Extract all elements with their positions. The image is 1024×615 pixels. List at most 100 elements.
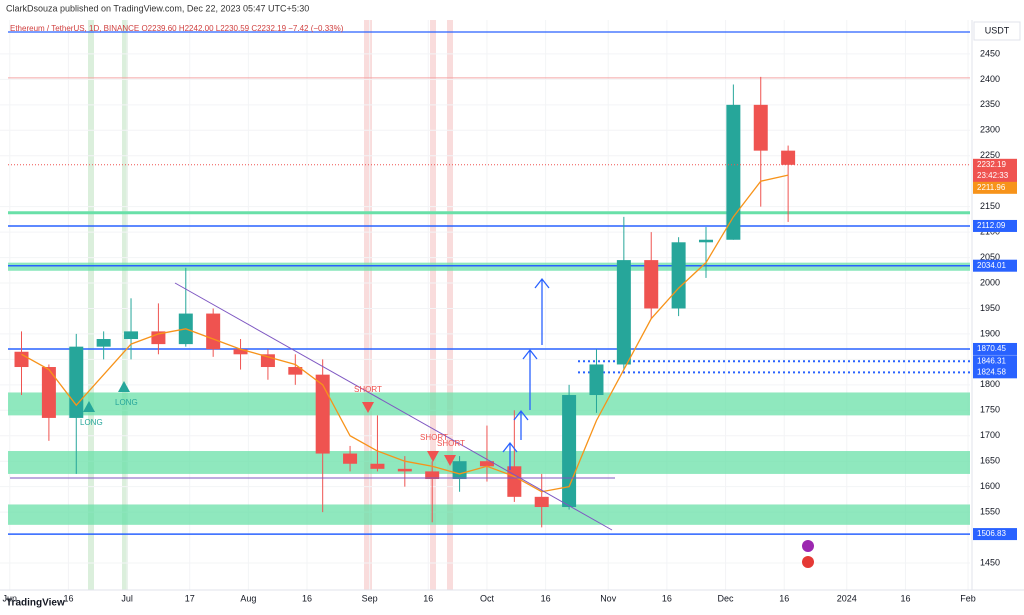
candle-body [206, 313, 221, 350]
arrow [502, 441, 518, 470]
x-tick-label: Jun [3, 593, 18, 603]
last-price-label: 2232.19 [977, 160, 1006, 169]
level-badge [973, 528, 1017, 541]
zone [8, 262, 970, 271]
y-tick-label: 1800 [980, 379, 1000, 389]
candle-body [315, 374, 330, 454]
plot [0, 20, 970, 590]
band [364, 20, 372, 590]
level-label: 1870.45 [977, 344, 1006, 353]
currency: USDT [985, 25, 1010, 35]
candle-body [124, 331, 139, 340]
y-tick-label: 1450 [980, 557, 1000, 567]
x-tick-label: 16 [662, 593, 672, 603]
candle-body [288, 367, 303, 375]
arrow [513, 409, 529, 440]
short-marker [444, 455, 456, 466]
y-tick-label: 2350 [980, 99, 1000, 109]
annotation: LONG [115, 398, 138, 407]
x-tick-label: 16 [302, 593, 312, 603]
annotation: SHORT [437, 439, 465, 448]
y-tick-label: 1600 [980, 481, 1000, 491]
level-label: 1824.58 [977, 367, 1006, 376]
zone [8, 504, 970, 525]
candle-body [781, 150, 796, 165]
zone [8, 392, 970, 416]
x-tick-label: 2024 [837, 593, 857, 603]
x-tick-label: Sep [362, 593, 378, 603]
annotation: SHORT [354, 385, 382, 394]
currency-box [973, 21, 1021, 41]
short-marker [362, 402, 374, 413]
session-highlights [88, 20, 453, 590]
x-tick-label: 16 [900, 593, 910, 603]
long-marker [118, 381, 130, 392]
ema-line [21, 174, 789, 493]
level-badge [973, 259, 1017, 272]
x-tick-label: 16 [541, 593, 551, 603]
candle-body [644, 260, 659, 309]
x-tick-label: Dec [718, 593, 735, 603]
annotation: SHORT [420, 433, 448, 442]
publisher: ClarkDsouza published on TradingView.com… [6, 3, 309, 13]
candle-body [671, 242, 686, 309]
level-badge [973, 219, 1017, 232]
event-icon [802, 540, 814, 552]
level-label: 1506.83 [977, 529, 1006, 538]
y-tick-label: 1750 [980, 405, 1000, 415]
level-badge [973, 342, 1017, 355]
candle-body [589, 364, 604, 396]
countdown: 23:42:33 [977, 171, 1009, 180]
band [447, 20, 453, 590]
level-label: 1846.31 [977, 356, 1006, 365]
y-tick-label: 2300 [980, 125, 1000, 135]
x-tick-label: Oct [480, 593, 495, 603]
x-tick-label: 17 [185, 593, 195, 603]
candle-body [69, 346, 84, 418]
candle-body [698, 239, 713, 243]
trendline [174, 282, 613, 531]
candle-body [425, 471, 440, 480]
y-tick-label: 2400 [980, 74, 1000, 84]
x-tick-label: Feb [960, 593, 976, 603]
candle-body [616, 260, 631, 365]
ema-badge [973, 181, 1017, 194]
candle-body [397, 468, 412, 472]
band [430, 20, 436, 590]
level-label: 2034.01 [977, 261, 1006, 270]
band [122, 20, 128, 590]
y-tick-label: 2000 [980, 277, 1000, 287]
candle-body [562, 395, 577, 508]
candle-body [96, 339, 111, 347]
y-tick-label: 2450 [980, 48, 1000, 58]
footer: TradingView [6, 598, 65, 609]
level-label: 2112.09 [977, 221, 1006, 230]
candle-body [507, 466, 522, 497]
y-tick-label: 2050 [980, 252, 1000, 262]
y-tick-label: 2150 [980, 201, 1000, 211]
level-badge [973, 355, 1017, 368]
arrows [502, 277, 550, 470]
candle-body [479, 461, 494, 467]
y-tick-label: 1550 [980, 506, 1000, 516]
candle-body [41, 367, 56, 418]
band [88, 20, 94, 590]
event-icon [802, 556, 814, 568]
y-tick-label: 1650 [980, 456, 1000, 466]
x-tick-label: 16 [423, 593, 433, 603]
x-tick-label: Aug [240, 593, 256, 603]
candle-body [726, 104, 741, 240]
y-tick-label: 1950 [980, 303, 1000, 313]
y-tick-label: 1700 [980, 430, 1000, 440]
candle-body [343, 453, 358, 464]
level-badge [973, 366, 1017, 379]
candle-body [753, 104, 768, 151]
short-marker [427, 451, 439, 462]
x-tick-label: 16 [779, 593, 789, 603]
arrow [522, 348, 538, 410]
candle-body [370, 463, 385, 469]
y-tick-label: 1900 [980, 328, 1000, 338]
price-badge [973, 158, 1017, 183]
x-tick-label: Nov [600, 593, 617, 603]
